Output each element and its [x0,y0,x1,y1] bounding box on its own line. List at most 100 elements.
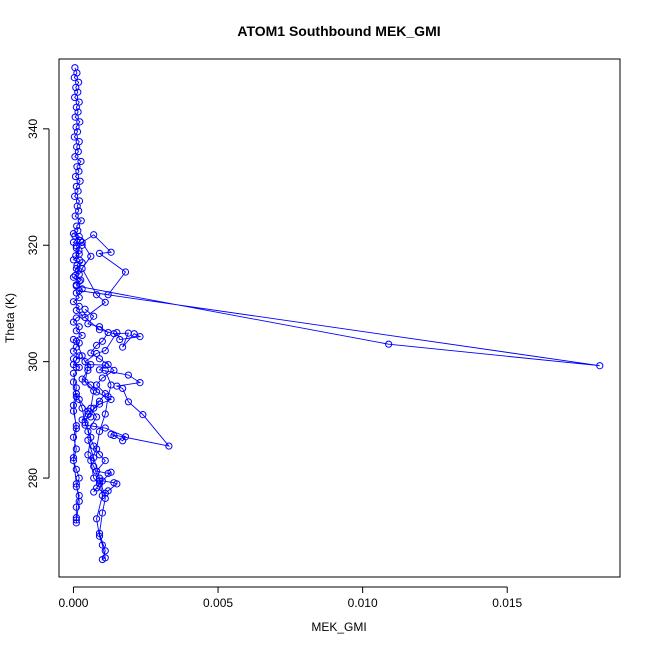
data-point [119,343,127,351]
data-point [73,222,81,230]
data-point [104,360,112,369]
data-point [72,483,80,491]
data-point [75,167,83,175]
data-point [90,454,98,462]
data-point [69,335,78,344]
data-point [77,217,85,225]
data-point [90,404,98,412]
y-axis-label: Theta (K) [3,293,17,343]
data-point [101,366,109,374]
data-point [71,172,80,181]
data-point [78,285,86,293]
x-tick-label: 0.000 [58,596,88,610]
plot-frame [58,58,621,578]
data-point [73,163,81,171]
data-point [101,457,109,465]
y-axis: 280 300 320 340 [26,119,50,488]
data-point [72,465,80,473]
data-point [95,323,104,331]
data-point [95,249,104,257]
data-point [116,335,124,344]
data-point [98,374,106,382]
data-point [136,333,144,341]
data-point [72,252,80,260]
data-point [90,488,98,496]
data-point [113,328,121,337]
data-point [69,347,78,355]
y-tick-label: 340 [26,119,40,139]
data-point [87,349,95,357]
x-axis: 0.000 0.005 0.010 0.015 [58,586,523,610]
data-point [84,407,92,415]
data-point [76,118,84,126]
data-point [95,451,104,459]
data-point [95,397,104,405]
data-point [69,230,78,238]
data-point [72,264,80,273]
data-point [119,384,127,393]
data-point [69,378,78,386]
data-point [71,113,79,121]
data-point [92,515,101,523]
data-point [92,381,101,389]
x-tick-label: 0.010 [348,596,378,610]
data-point [78,311,86,319]
data-point [69,238,78,246]
data-point [75,395,83,404]
data-point [69,457,78,465]
data-point [130,330,138,338]
data-point [101,346,109,355]
data-point [72,103,80,111]
series-line [78,308,115,421]
data-point [75,363,83,372]
y-tick-label: 320 [26,235,40,255]
data-point [72,516,80,524]
data-point [84,451,92,459]
data-point [107,248,115,256]
data-point [78,259,86,267]
data-point [385,340,393,348]
y-tick-label: 280 [26,468,40,488]
data-point [69,454,78,462]
data-point [69,360,78,369]
data-point [84,363,92,372]
data-point [81,358,89,366]
data-point [98,555,106,564]
data-point [72,244,80,252]
data-point [72,182,80,191]
data-point [90,231,98,239]
data-point [104,291,112,299]
data-point [92,341,101,349]
data-point [95,427,104,436]
data-point [69,256,78,264]
data-point [73,202,81,210]
data-point [121,268,130,276]
data-point [75,270,83,278]
data-point [75,250,83,258]
data-point [78,416,86,424]
data-point [107,381,115,389]
x-tick-label: 0.015 [492,596,522,610]
data-point [81,378,89,386]
data-point [81,305,89,313]
data-point [69,318,78,326]
data-point [73,128,82,136]
data-point [72,123,80,131]
data-point [121,433,130,441]
data-point [101,547,109,555]
data-point [70,74,78,82]
data-point [101,298,109,306]
data-point [69,369,78,377]
data-point [101,390,109,398]
data-point [72,83,80,92]
data-point [124,371,132,379]
data-point [72,503,80,511]
data-point [110,366,118,374]
y-tick-label: 300 [26,351,40,371]
series-layer [69,64,604,564]
data-point [74,187,82,195]
data-point [75,232,83,241]
data-point [72,281,80,289]
data-point [596,362,604,370]
